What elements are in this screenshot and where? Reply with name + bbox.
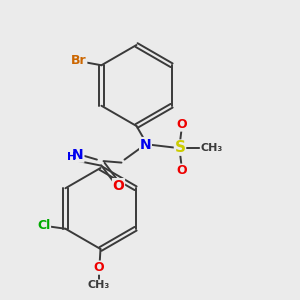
Text: N: N bbox=[72, 148, 84, 162]
Text: H: H bbox=[67, 152, 76, 163]
Text: S: S bbox=[175, 140, 185, 155]
Text: Cl: Cl bbox=[37, 219, 50, 232]
Text: N: N bbox=[140, 138, 151, 152]
Text: CH₃: CH₃ bbox=[200, 142, 223, 153]
Text: O: O bbox=[112, 179, 124, 193]
Text: Br: Br bbox=[71, 54, 87, 67]
Text: O: O bbox=[94, 261, 104, 274]
Text: CH₃: CH₃ bbox=[88, 280, 110, 290]
Text: O: O bbox=[176, 118, 187, 131]
Text: O: O bbox=[176, 164, 187, 177]
